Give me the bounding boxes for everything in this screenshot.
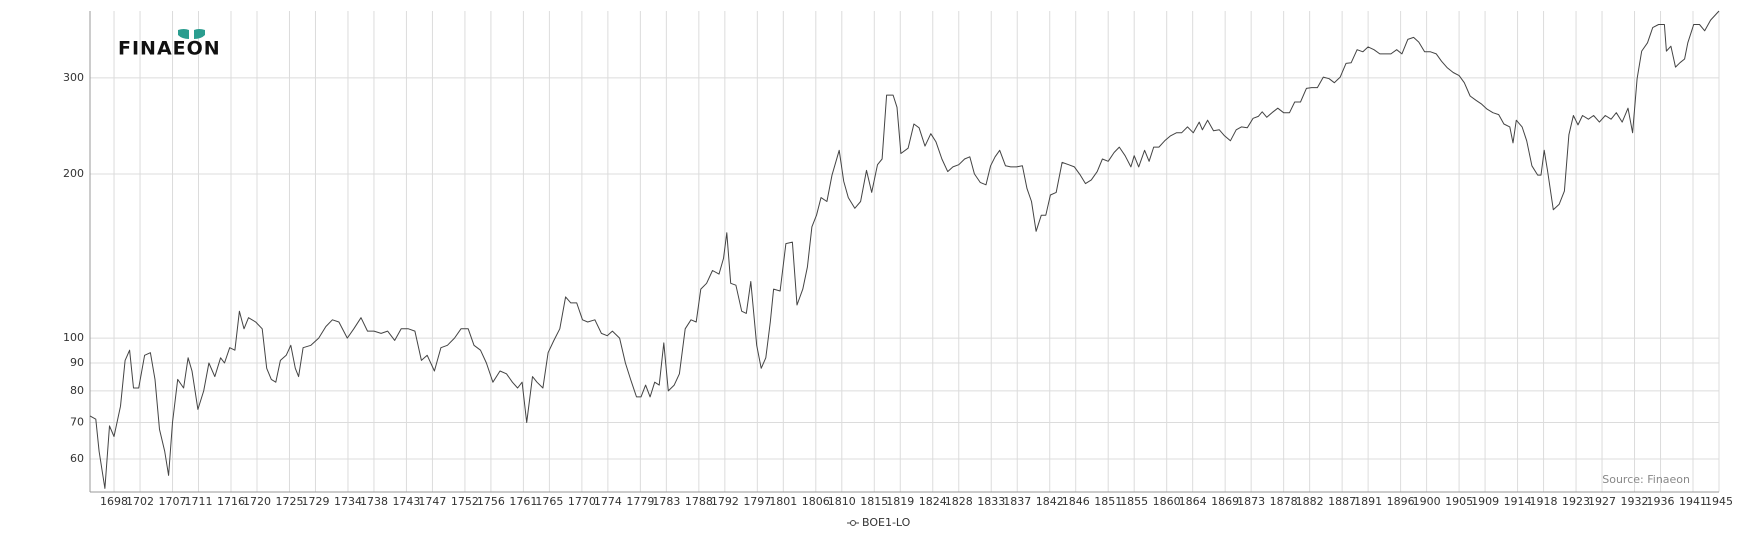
x-tick-label: 1761 — [509, 495, 537, 508]
x-tick-label: 1846 — [1062, 495, 1090, 508]
x-tick-label: 1891 — [1354, 495, 1382, 508]
source-note: Source: Finaeon — [1602, 473, 1690, 486]
x-tick-label: 1860 — [1153, 495, 1181, 508]
x-tick-label: 1828 — [945, 495, 973, 508]
y-tick-label: 300 — [63, 71, 84, 84]
x-tick-label: 1801 — [769, 495, 797, 508]
x-tick-label: 1698 — [100, 495, 128, 508]
x-tick-label: 1869 — [1211, 495, 1239, 508]
x-tick-label: 1914 — [1504, 495, 1532, 508]
x-tick-label: 1770 — [568, 495, 596, 508]
x-tick-label: 1864 — [1179, 495, 1207, 508]
x-tick-label: 1702 — [126, 495, 154, 508]
x-tick-label: 1927 — [1588, 495, 1616, 508]
x-tick-label: 1716 — [217, 495, 245, 508]
legend-label: BOE1-LO — [862, 516, 911, 529]
x-tick-label: 1788 — [685, 495, 713, 508]
x-tick-label: 1882 — [1296, 495, 1324, 508]
x-tick-label: 1729 — [301, 495, 329, 508]
y-tick-label: 60 — [70, 452, 84, 465]
x-tick-label: 1707 — [159, 495, 187, 508]
x-tick-label: 1806 — [802, 495, 830, 508]
legend-marker — [850, 520, 856, 526]
y-tick-label: 200 — [63, 167, 84, 180]
x-tick-label: 1783 — [652, 495, 680, 508]
x-tick-label: 1833 — [977, 495, 1005, 508]
x-tick-label: 1815 — [860, 495, 888, 508]
x-tick-label: 1918 — [1530, 495, 1558, 508]
x-tick-label: 1900 — [1413, 495, 1441, 508]
x-tick-label: 1738 — [360, 495, 388, 508]
x-tick-label: 1851 — [1094, 495, 1122, 508]
x-tick-label: 1720 — [243, 495, 271, 508]
x-tick-label: 1756 — [477, 495, 505, 508]
x-tick-label: 1792 — [711, 495, 739, 508]
x-tick-label: 1837 — [1003, 495, 1031, 508]
x-tick-label: 1878 — [1270, 495, 1298, 508]
x-tick-label: 1936 — [1647, 495, 1675, 508]
x-tick-label: 1909 — [1471, 495, 1499, 508]
x-tick-label: 1873 — [1237, 495, 1265, 508]
x-tick-label: 1896 — [1387, 495, 1415, 508]
x-tick-label: 1752 — [451, 495, 479, 508]
y-tick-label: 70 — [70, 416, 84, 429]
grid — [90, 11, 1720, 492]
logo-text: FINAEON — [118, 38, 221, 60]
x-tick-label: 1725 — [275, 495, 303, 508]
x-tick-label: 1779 — [626, 495, 654, 508]
x-tick-label: 1747 — [418, 495, 446, 508]
x-tick-label: 1887 — [1328, 495, 1356, 508]
x-tick-label: 1905 — [1445, 495, 1473, 508]
x-tick-label: 1797 — [743, 495, 771, 508]
x-tick-label: 1743 — [392, 495, 420, 508]
x-tick-label: 1734 — [334, 495, 362, 508]
y-tick-label: 80 — [70, 384, 84, 397]
logo: FINAEON — [118, 29, 221, 60]
x-tick-label: 1824 — [919, 495, 947, 508]
legend-item[interactable]: BOE1-LO — [847, 516, 911, 529]
x-tick-label: 1932 — [1621, 495, 1649, 508]
y-tick-label: 90 — [70, 356, 84, 369]
x-tick-label: 1765 — [535, 495, 563, 508]
x-tick-label: 1774 — [594, 495, 622, 508]
x-tick-label: 1842 — [1036, 495, 1064, 508]
x-tick-label: 1945 — [1705, 495, 1733, 508]
data-line — [89, 10, 1720, 489]
x-tick-label: 1819 — [886, 495, 914, 508]
x-tick-label: 1810 — [828, 495, 856, 508]
x-tick-label: 1855 — [1120, 495, 1148, 508]
logo-leaf — [178, 29, 205, 39]
x-tick-label: 1941 — [1679, 495, 1707, 508]
y-tick-label: 100 — [63, 331, 84, 344]
x-tick-label: 1711 — [185, 495, 213, 508]
x-tick-label: 1923 — [1562, 495, 1590, 508]
